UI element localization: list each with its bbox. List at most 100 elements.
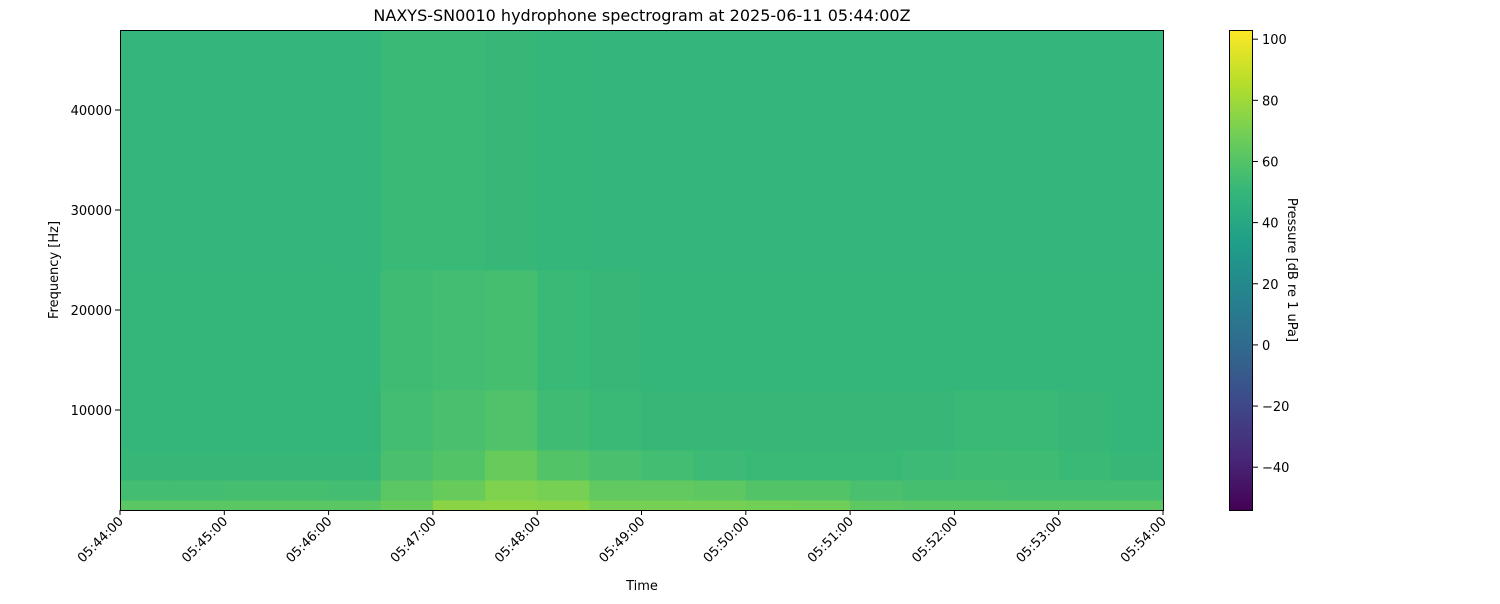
colorbar-axis: −40 −20 0 20 40 60 80 100 — [1253, 33, 1289, 476]
heatmap-cell — [641, 500, 695, 511]
heatmap-cell — [537, 480, 590, 501]
heatmap-cell — [797, 270, 851, 391]
colorbar-tick-label: −40 — [1262, 461, 1289, 476]
heatmap-cell — [902, 30, 955, 271]
heatmap-cell — [1110, 270, 1164, 391]
heatmap-cell — [589, 270, 642, 391]
heatmap-cell — [693, 450, 747, 481]
colorbar-tick-label: −20 — [1262, 400, 1289, 415]
heatmap-cell — [432, 270, 486, 391]
x-tick-label: 05:54:00 — [1118, 514, 1170, 566]
heatmap-cell — [954, 480, 1008, 501]
heatmap-cell — [172, 270, 225, 391]
heatmap-cell — [641, 270, 695, 391]
heatmap-cell — [902, 270, 955, 391]
heatmap-cell — [1110, 390, 1164, 451]
heatmap-cell — [954, 270, 1008, 391]
heatmap-cell — [432, 450, 486, 481]
heatmap-cell — [485, 450, 538, 481]
heatmap-cell — [954, 450, 1008, 481]
heatmap-cell — [954, 500, 1008, 511]
heatmap-cell — [276, 390, 330, 451]
heatmap-cell — [745, 270, 799, 391]
heatmap-cell — [432, 30, 486, 271]
y-axis: 10000 20000 30000 40000 — [71, 104, 120, 419]
heatmap-cell — [276, 500, 330, 511]
heatmap-cell — [328, 450, 382, 481]
heatmap-cell — [432, 390, 486, 451]
heatmap-cell — [1110, 30, 1164, 271]
heatmap-cell — [1058, 500, 1112, 511]
x-tick-label: 05:52:00 — [909, 514, 961, 566]
heatmap-cell — [1006, 270, 1060, 391]
heatmap-cell — [693, 500, 747, 511]
heatmap-cell — [120, 390, 173, 451]
heatmap-cell — [850, 270, 903, 391]
heatmap-cell — [1058, 480, 1112, 501]
heatmap-cell — [902, 500, 955, 511]
heatmap-cell — [745, 30, 799, 271]
heatmap-cell — [485, 390, 538, 451]
heatmap-cell — [902, 450, 955, 481]
heatmap-cell — [537, 390, 590, 451]
heatmap-cell — [485, 270, 538, 391]
heatmap-cell — [641, 30, 695, 271]
colorbar-tick-label: 60 — [1262, 155, 1279, 170]
heatmap-cell — [797, 390, 851, 451]
heatmap-cell — [693, 480, 747, 501]
heatmap-cell — [120, 270, 173, 391]
heatmap-cell — [328, 500, 382, 511]
heatmap-cell — [328, 270, 382, 391]
heatmap-cell — [328, 30, 382, 271]
heatmap-cell — [641, 450, 695, 481]
heatmap-cell — [380, 390, 434, 451]
heatmap-cell — [589, 450, 642, 481]
heatmap-cell — [850, 500, 903, 511]
heatmap-cell — [432, 480, 486, 501]
x-axis-label: Time — [625, 579, 658, 594]
heatmap-cell — [172, 500, 225, 511]
heatmap-cell — [380, 30, 434, 271]
x-axis: 05:44:00 05:45:00 05:46:00 05:47:00 05:48:00… — [75, 510, 1170, 566]
heatmap-cell — [745, 500, 799, 511]
heatmap-cell — [745, 390, 799, 451]
heatmap-cell — [224, 270, 277, 391]
x-tick-label: 05:50:00 — [701, 514, 753, 566]
heatmap-cell — [537, 500, 590, 511]
heatmap-cell — [850, 390, 903, 451]
x-tick-label: 05:53:00 — [1014, 514, 1066, 566]
heatmap-cell — [328, 480, 382, 501]
heatmap-cell — [797, 480, 851, 501]
heatmap-cell — [172, 450, 225, 481]
heatmap-cell — [693, 30, 747, 271]
heatmap-cell — [797, 500, 851, 511]
heatmap-cell — [1058, 30, 1112, 271]
heatmap-cell — [485, 500, 538, 511]
heatmap-cell — [276, 480, 330, 501]
heatmap-cell — [850, 480, 903, 501]
heatmap-cell — [485, 30, 538, 271]
heatmap-cell — [380, 480, 434, 501]
heatmap-cell — [120, 450, 173, 481]
heatmap-cell — [432, 500, 486, 511]
y-tick-label: 20000 — [71, 304, 112, 319]
heatmap-cell — [745, 480, 799, 501]
heatmap-cell — [1110, 450, 1164, 481]
x-tick-label: 05:48:00 — [492, 514, 544, 566]
heatmap-cell — [1006, 390, 1060, 451]
heatmap-cell — [693, 270, 747, 391]
heatmap-cell — [224, 30, 277, 271]
heatmap-cell — [380, 270, 434, 391]
heatmap-cell — [902, 390, 955, 451]
heatmap-cell — [589, 30, 642, 271]
heatmap-cell — [537, 270, 590, 391]
x-tick-label: 05:47:00 — [388, 514, 440, 566]
heatmap-cell — [1110, 480, 1164, 501]
heatmap-cell — [797, 450, 851, 481]
heatmap-cell — [954, 30, 1008, 271]
heatmap-cell — [902, 480, 955, 501]
heatmap-cell — [1058, 450, 1112, 481]
heatmap-cell — [380, 500, 434, 511]
